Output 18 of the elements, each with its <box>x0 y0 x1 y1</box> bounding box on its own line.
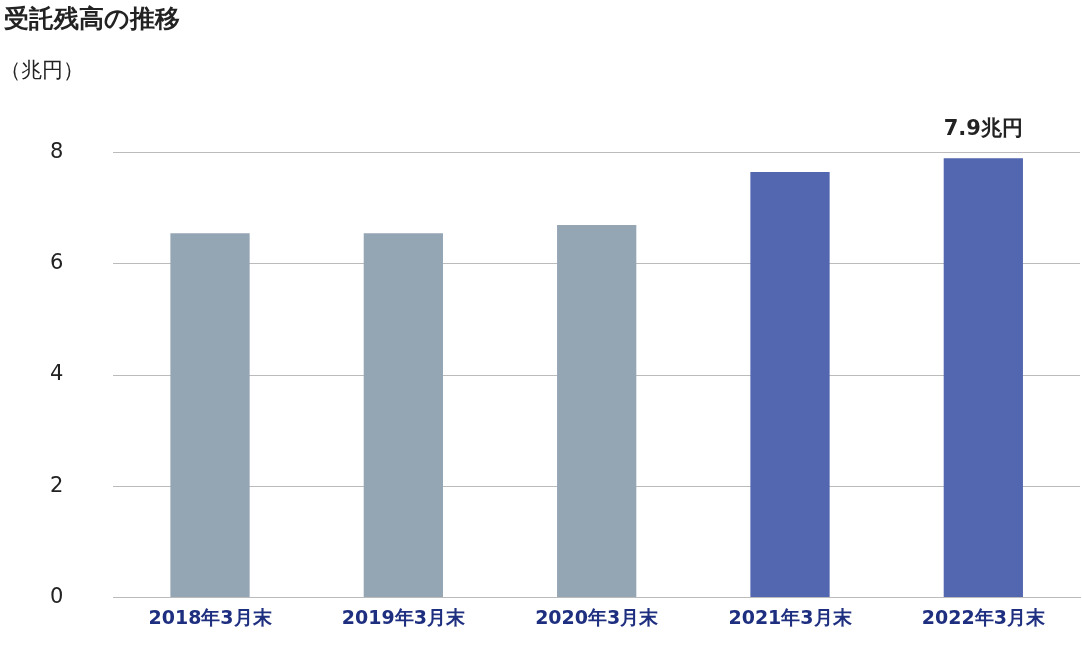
chart-title: 受託残高の推移 <box>4 3 180 35</box>
bar <box>170 233 250 597</box>
bar <box>943 158 1023 597</box>
bar <box>750 172 830 597</box>
x-tick-label: 2022年3月末 <box>921 605 1046 628</box>
x-tick-label: 2021年3月末 <box>728 605 853 628</box>
data-label: 7.9兆円 <box>943 116 1023 141</box>
y-tick-label: 6 <box>49 250 64 275</box>
x-tick-label: 2020年3月末 <box>535 605 660 628</box>
bar <box>363 233 443 597</box>
y-axis-title: （兆円） <box>0 57 84 84</box>
y-tick-label: 4 <box>49 361 64 386</box>
y-tick-label: 2 <box>49 472 64 497</box>
x-tick-label: 2019年3月末 <box>341 605 466 628</box>
x-tick-label: 2018年3月末 <box>148 605 273 628</box>
bar <box>557 224 637 597</box>
y-tick-label: 8 <box>49 139 64 164</box>
y-tick-label: 0 <box>49 583 64 608</box>
